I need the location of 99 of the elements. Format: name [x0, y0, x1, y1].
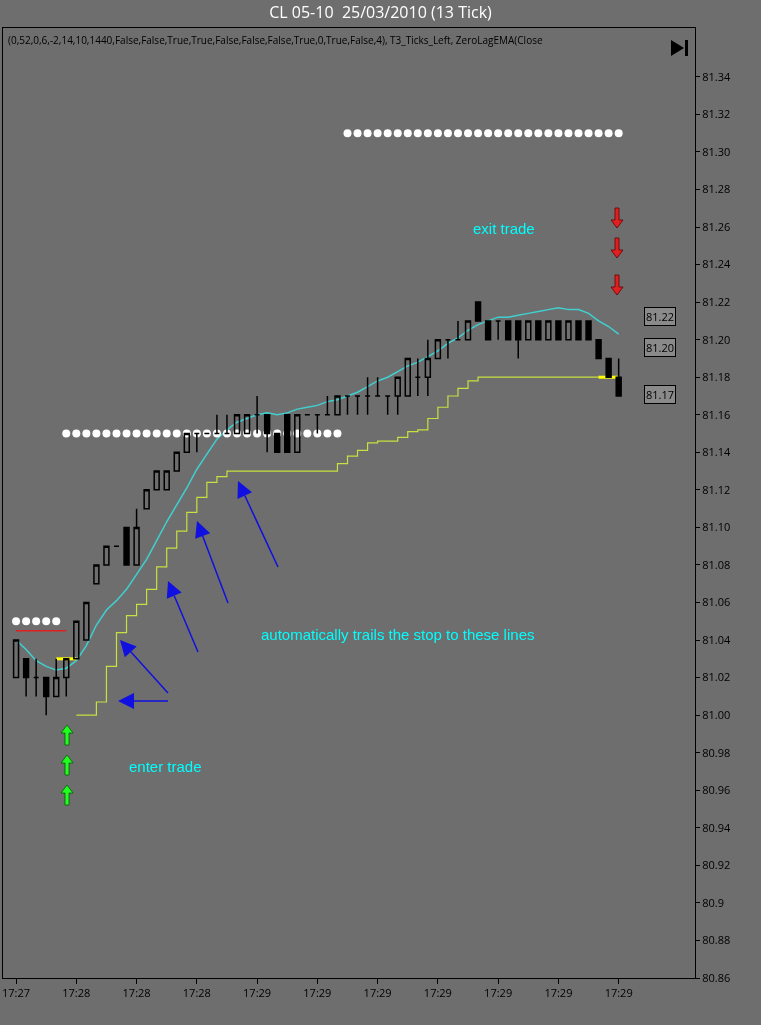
- y-tick-label: 80.98: [702, 744, 731, 760]
- candlestick: [233, 414, 241, 435]
- y-tick-label: 81.08: [702, 556, 731, 572]
- y-tick-label: 81.34: [702, 68, 731, 84]
- candlestick: [585, 320, 592, 341]
- candlestick: [22, 658, 30, 698]
- candlestick: [73, 620, 80, 660]
- candlestick: [555, 320, 562, 341]
- candlestick: [163, 470, 170, 491]
- candlestick: [535, 320, 542, 341]
- y-tick-label: 81.12: [702, 481, 731, 497]
- candlestick: [93, 564, 100, 585]
- candlestick: [173, 451, 180, 472]
- candlestick: [193, 432, 201, 454]
- candlestick: [394, 376, 401, 416]
- candlestick: [404, 357, 411, 397]
- y-tick-label: 80.86: [702, 969, 731, 985]
- candlestick: [474, 301, 482, 322]
- candlestick: [384, 395, 391, 416]
- x-tick-label: 17:29: [303, 985, 332, 1001]
- x-tick-label: 17:29: [544, 985, 573, 1001]
- candlestick: [253, 395, 261, 435]
- x-tick-label: 17:29: [484, 985, 513, 1001]
- x-tick-label: 17:29: [604, 985, 633, 1001]
- text: 81.20: [646, 340, 675, 355]
- candlestick: [32, 658, 40, 698]
- candlestick: [354, 395, 361, 416]
- candlestick: [504, 320, 512, 341]
- x-tick-label: 17:29: [243, 985, 272, 1001]
- candlestick: [63, 658, 70, 698]
- x-tick-label: 17:28: [182, 985, 211, 1001]
- candlestick: [273, 432, 281, 454]
- x-tick-label: 17:29: [423, 985, 452, 1001]
- candlestick: [12, 639, 20, 679]
- candlestick: [525, 320, 532, 341]
- y-tick-label: 81.22: [702, 293, 731, 309]
- candlestick: [595, 338, 602, 360]
- candlestick: [615, 357, 622, 397]
- candlestick: [494, 320, 502, 341]
- x-tick-label: 17:29: [363, 985, 392, 1001]
- x-tick-label: 17:28: [122, 985, 151, 1001]
- candlestick: [213, 414, 221, 435]
- candlestick: [183, 432, 191, 454]
- candlestick: [424, 338, 432, 397]
- candlestick: [243, 414, 251, 435]
- y-tick-label: 80.96: [702, 782, 731, 798]
- y-tick-label: 81.16: [702, 406, 731, 422]
- text: 81.17: [646, 387, 675, 402]
- x-tick-label: 17:28: [62, 985, 91, 1001]
- annotation: automatically trails the stop to these lines: [261, 626, 535, 643]
- candlestick: [364, 376, 371, 416]
- annotation: exit trade: [473, 220, 535, 237]
- chart-title: CL 05-10 25/03/2010 (13 Tick): [269, 0, 493, 23]
- x-tick-label: 17:27: [2, 985, 31, 1001]
- candlestick: [143, 489, 150, 510]
- candlestick: [314, 414, 321, 435]
- y-tick-label: 80.88: [702, 932, 731, 948]
- candlestick: [454, 320, 462, 341]
- candlestick: [123, 526, 130, 566]
- candlestick: [153, 470, 160, 491]
- y-tick-label: 81.28: [702, 181, 731, 197]
- candlestick: [133, 507, 140, 566]
- y-tick-label: 81.10: [702, 519, 731, 535]
- y-tick-label: 81.26: [702, 218, 731, 234]
- candlestick: [42, 676, 50, 716]
- y-tick-label: 80.94: [702, 819, 731, 835]
- annotation: enter trade: [129, 758, 202, 775]
- candlestick: [575, 320, 582, 341]
- y-tick-label: 80.9: [702, 894, 724, 910]
- y-tick-label: 81.06: [702, 594, 731, 610]
- candlestick: [83, 601, 90, 641]
- candlestick: [223, 414, 231, 435]
- candlestick: [484, 320, 492, 341]
- candlestick: [565, 320, 572, 341]
- y-tick-label: 80.92: [702, 857, 731, 873]
- y-tick-label: 81.20: [702, 331, 731, 347]
- candlestick: [103, 545, 110, 566]
- text: 81.22: [646, 309, 675, 324]
- y-tick-label: 81.32: [702, 106, 731, 122]
- y-tick-label: 81.04: [702, 631, 731, 647]
- y-tick-label: 81.00: [702, 707, 731, 722]
- candlestick: [414, 357, 422, 397]
- y-tick-label: 81.24: [702, 256, 731, 272]
- candlestick: [324, 395, 331, 416]
- text: (0,52,0,6,-2,14,10,1440,False,False,True,True,False,False,False,True,0,True,False,4), T3_Ticks_Left, ZeroLagEMA(Close: [8, 33, 543, 47]
- y-tick-label: 81.30: [702, 143, 731, 159]
- candlestick: [53, 658, 60, 698]
- y-tick-label: 81.14: [702, 444, 731, 460]
- y-tick-label: 81.18: [702, 369, 731, 385]
- candlestick: [515, 320, 522, 360]
- y-tick-label: 81.02: [702, 669, 731, 685]
- candlestick: [464, 320, 472, 341]
- candlestick: [344, 395, 351, 416]
- candlestick: [434, 338, 442, 360]
- candlestick: [374, 376, 381, 397]
- candlestick: [605, 357, 612, 378]
- candlestick: [444, 338, 452, 360]
- candlestick: [334, 395, 341, 416]
- candlestick: [545, 320, 552, 341]
